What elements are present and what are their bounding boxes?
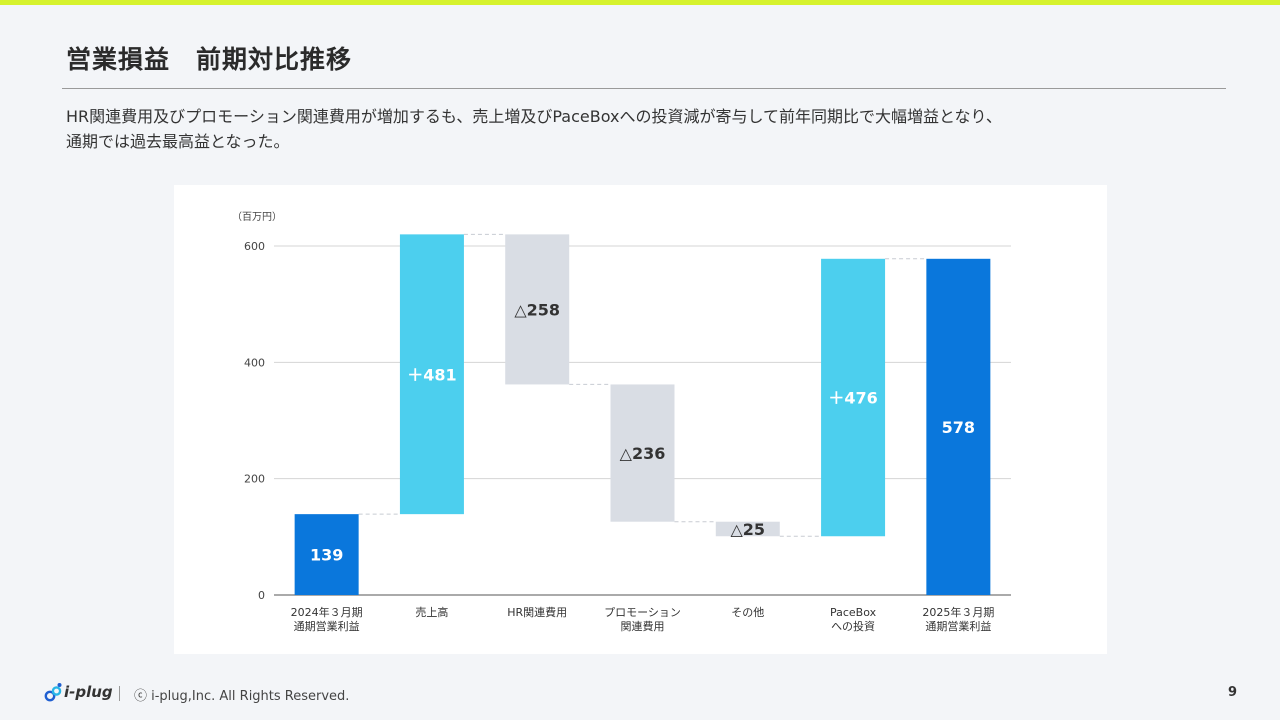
x-category-label-7-2: 通期営業利益: [925, 619, 991, 633]
page-number: 9: [1228, 685, 1238, 700]
y-tick-label-400: 400: [244, 356, 265, 369]
x-category-label-4-2: 関連費用: [621, 619, 665, 633]
title-divider: [62, 88, 1226, 89]
subtitle-line-1: HR関連費用及びプロモーション関連費用が増加するも、売上増及びPaceBoxへの…: [66, 107, 1002, 126]
x-category-label-7-1: 2025年３月期: [922, 605, 994, 619]
bar-4: [610, 384, 675, 522]
chart-panel: （百万円） 0 200 400 600 139 2024年３月期 通期営業利益 ＋481 売上高 △…: [174, 185, 1107, 654]
y-tick-label-0: 0: [258, 589, 265, 602]
logo-mark-icon: [44, 683, 62, 702]
y-tick-label-200: 200: [244, 473, 265, 486]
x-category-label-4-1: プロモーション: [604, 606, 681, 619]
slide-subtitle: HR関連費用及びプロモーション関連費用が増加するも、売上増及びPaceBoxへの…: [66, 104, 1216, 154]
x-category-label-1-2: 通期営業利益: [294, 619, 360, 633]
waterfall-chart: （百万円）02004006001392024年３月期通期営業利益＋481売上高△…: [232, 211, 1011, 633]
company-logo: i-plug: [44, 682, 144, 708]
slide-title: 営業損益 前期対比推移: [66, 45, 353, 74]
x-category-label-6-1: PaceBox: [830, 606, 877, 619]
bar-5: [715, 521, 780, 537]
y-tick-label-600: 600: [244, 240, 265, 253]
y-axis-unit-label: （百万円）: [232, 211, 282, 223]
copyright-text: ⓒ i-plug,Inc. All Rights Reserved.: [134, 689, 350, 704]
subtitle-line-2: 通期では過去最高益となった。: [66, 132, 290, 151]
footer-divider: [119, 686, 120, 701]
x-category-label-1-1: 2024年３月期: [291, 605, 363, 619]
data-label-6: ＋476: [828, 389, 877, 408]
bar-2: [399, 234, 464, 515]
footer: i-plug ⓒ i-plug,Inc. All Rights Reserved…: [0, 680, 1280, 710]
logo-text: i-plug: [64, 683, 113, 701]
accent-top-bar: [0, 0, 1280, 5]
data-label-7: 578: [942, 418, 975, 437]
x-category-label-5-1: その他: [731, 606, 764, 619]
data-label-3: △258: [514, 300, 560, 319]
bar-3: [505, 234, 570, 385]
x-category-label-2-1: 売上高: [415, 605, 448, 619]
data-label-5: △25: [730, 520, 765, 539]
x-category-label-6-2: への投資: [831, 619, 875, 633]
bar-6: [821, 258, 886, 537]
data-label-4: △236: [620, 444, 666, 463]
bar-7: [926, 258, 991, 595]
x-category-label-3-1: HR関連費用: [507, 605, 567, 619]
data-label-2: ＋481: [407, 365, 456, 384]
data-label-1: 139: [310, 546, 343, 565]
bar-1: [294, 514, 359, 595]
